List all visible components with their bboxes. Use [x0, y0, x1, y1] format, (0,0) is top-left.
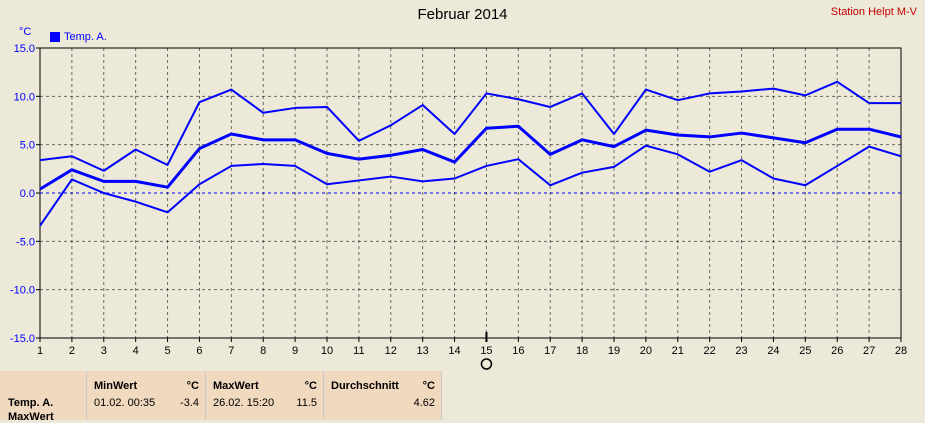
x-tick-label: 24 — [767, 345, 779, 357]
x-tick-label: 19 — [608, 345, 620, 357]
x-tick-label: 15 — [480, 345, 492, 357]
legend-label: Temp. A. — [64, 31, 107, 43]
grid-lines — [40, 48, 901, 338]
series-line-max — [39, 80, 901, 172]
x-tick-label: 4 — [133, 345, 139, 357]
y-tick-label: 15.0 — [14, 43, 35, 55]
y-tick-label: -15.0 — [10, 333, 35, 345]
avg-value: 4.62 — [413, 397, 435, 409]
min-value: -3.4 — [180, 397, 199, 409]
stats-row-label-2: MaxWert — [8, 411, 54, 423]
plot-area — [39, 47, 902, 339]
x-tick-label: 13 — [417, 345, 429, 357]
x-tick-label: 7 — [228, 345, 234, 357]
max-panel: MaxWert °C 26.02. 15:20 11.5 — [206, 371, 324, 420]
x-tick-label: 22 — [704, 345, 716, 357]
station-name: Station Helpt M-V — [830, 6, 917, 18]
x-tick-label: 18 — [576, 345, 588, 357]
max-header: MaxWert — [213, 380, 259, 392]
x-tick-label: 20 — [640, 345, 652, 357]
series-line-min — [39, 144, 902, 227]
max-datetime: 26.02. 15:20 — [213, 397, 275, 409]
x-tick-label: 2 — [69, 345, 75, 357]
max-unit: °C — [304, 380, 317, 392]
y-tick-label: 10.0 — [14, 91, 35, 103]
x-tick-label: 14 — [448, 345, 460, 357]
y-unit-label: °C — [19, 26, 32, 38]
x-tick-label: 6 — [196, 345, 202, 357]
y-tick-label: -10.0 — [10, 285, 35, 297]
x-tick-label: 12 — [385, 345, 397, 357]
legend[interactable]: Temp. A. — [50, 31, 107, 43]
x-tick-label: 25 — [799, 345, 811, 357]
x-tick-label: 23 — [735, 345, 747, 357]
cursor-handle — [480, 358, 493, 370]
y-tick-label: 5.0 — [20, 140, 35, 152]
x-tick-label: 27 — [863, 345, 875, 357]
y-tick-label: 0.0 — [20, 188, 35, 200]
x-tick-label: 9 — [292, 345, 298, 357]
x-tick-label: 8 — [260, 345, 266, 357]
series-lines — [39, 80, 902, 227]
y-axis-ticks: -15.0 -10.0 -5.0 0.0 5.0 10.0 15.0 — [10, 43, 40, 345]
x-tick-label: 5 — [164, 345, 170, 357]
x-tick-label: 17 — [544, 345, 556, 357]
min-datetime: 01.02. 00:35 — [94, 397, 156, 409]
stats-row-label-panel: Temp. A. MaxWert — [0, 371, 87, 423]
x-tick-label: 10 — [321, 345, 333, 357]
series-line-mean — [39, 124, 902, 191]
x-tick-label: 3 — [101, 345, 107, 357]
x-tick-label: 26 — [831, 345, 843, 357]
x-tick-label: 1 — [37, 345, 43, 357]
day-cursor — [480, 332, 493, 370]
chart-canvas: -15.0-10.0-5.00.05.010.015.0 1 2 3 4 5 6 7 8 9 10… — [10, 43, 907, 370]
avg-unit: °C — [422, 380, 435, 392]
chart-title: Februar 2014 — [417, 6, 508, 23]
stats-row-label: Temp. A. — [8, 397, 54, 409]
avg-header: Durchschnitt — [331, 380, 399, 392]
max-value: 11.5 — [296, 397, 317, 409]
avg-panel: Durchschnitt °C 4.62 — [324, 371, 442, 420]
x-tick-label: 16 — [512, 345, 524, 357]
x-tick-label: 21 — [672, 345, 684, 357]
legend-swatch — [50, 32, 60, 42]
x-axis-ticks: 1 2 3 4 5 6 7 8 9 10 11 12 13 14 15 16 17 18 19 20 21 22 23 24 2… — [37, 338, 907, 357]
y-tick-label: -5.0 — [16, 236, 35, 248]
stats-footer: Temp. A. MaxWert MinWert °C 01.02. 00:35… — [0, 371, 925, 423]
x-tick-label: 11 — [353, 345, 364, 357]
min-panel: MinWert °C 01.02. 00:35 -3.4 — [87, 371, 206, 420]
x-tick-label: 28 — [895, 345, 907, 357]
min-unit: °C — [186, 380, 199, 392]
min-header: MinWert — [94, 380, 138, 392]
